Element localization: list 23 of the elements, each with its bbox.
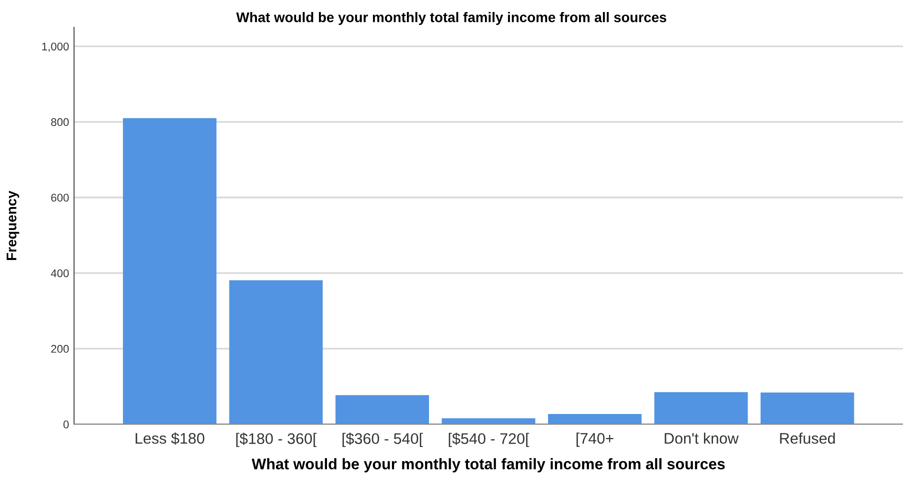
bar xyxy=(548,414,642,424)
x-tick-label: Less $180 xyxy=(136,432,204,445)
bar xyxy=(335,395,430,424)
x-tick-label: [$180 - 360[ xyxy=(236,432,317,448)
x-tick-label: [$540 - 720[ xyxy=(448,432,530,448)
x-tick-label: Refused xyxy=(780,432,835,444)
bar xyxy=(122,118,216,424)
bar xyxy=(760,392,854,424)
y-tick-label: 600 xyxy=(51,194,69,202)
x-tick-label: [$360 - 540[ xyxy=(342,432,423,448)
y-tick-label: 400 xyxy=(50,269,69,278)
x-tick-label: Don't know xyxy=(664,432,739,444)
y-tick-label: 200 xyxy=(51,344,69,353)
y-tick-label: 1,000 xyxy=(42,42,69,52)
y-tick-label: 800 xyxy=(51,118,69,126)
x-tick-label: [740+ xyxy=(576,432,614,447)
x-axis-title: What would be your monthly total family income from all sources xyxy=(252,458,725,472)
y-axis-title: Frequency xyxy=(6,190,20,260)
bar xyxy=(654,392,748,424)
y-tick-label: 0 xyxy=(63,420,69,428)
bar xyxy=(442,418,536,424)
chart-title: What would be your monthly total family income from all sources xyxy=(236,12,666,25)
bar xyxy=(229,280,323,424)
